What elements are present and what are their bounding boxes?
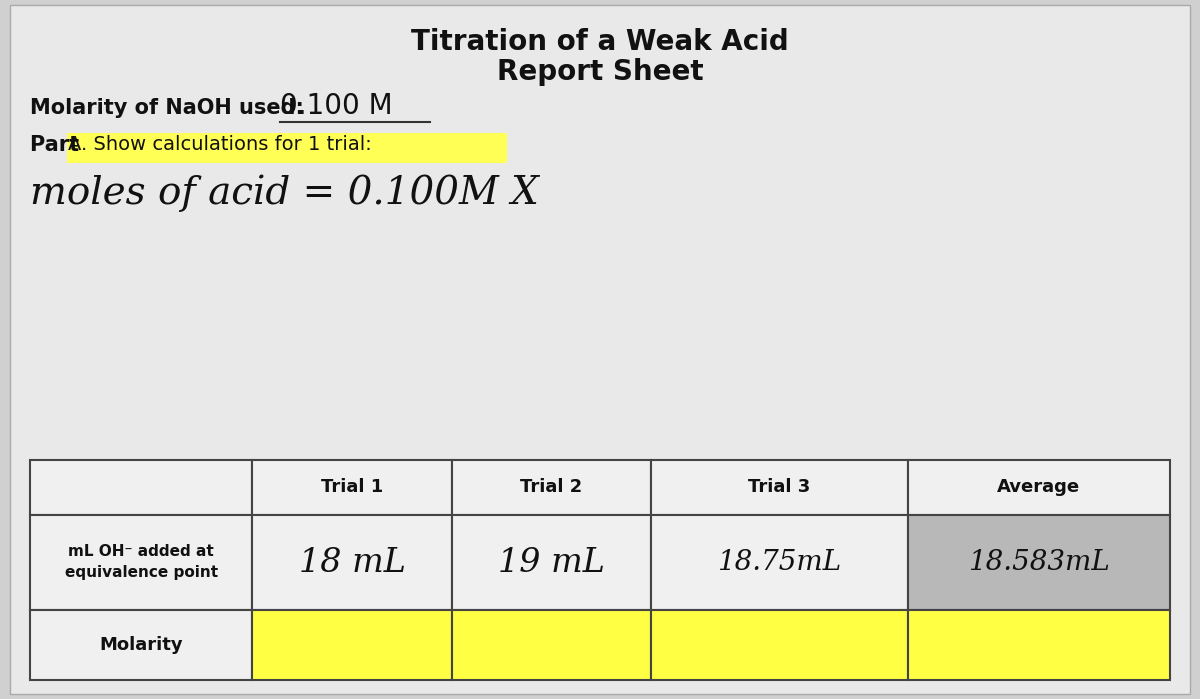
FancyBboxPatch shape [652,460,908,515]
Text: Titration of a Weak Acid: Titration of a Weak Acid [412,28,788,56]
FancyBboxPatch shape [652,610,908,680]
FancyBboxPatch shape [652,515,908,610]
Text: Report Sheet: Report Sheet [497,58,703,86]
Text: Trial 2: Trial 2 [521,479,583,496]
FancyBboxPatch shape [30,515,252,610]
FancyBboxPatch shape [252,460,452,515]
FancyBboxPatch shape [293,626,412,664]
FancyBboxPatch shape [908,515,1170,610]
FancyBboxPatch shape [252,515,452,610]
FancyBboxPatch shape [492,626,612,664]
FancyBboxPatch shape [908,610,1170,680]
Text: Molarity of NaOH used:: Molarity of NaOH used: [30,98,304,118]
FancyBboxPatch shape [67,133,508,163]
Text: A. Show calculations for 1 trial:: A. Show calculations for 1 trial: [68,135,372,154]
FancyBboxPatch shape [908,460,1170,515]
FancyBboxPatch shape [30,460,252,515]
Text: 19 mL: 19 mL [498,547,605,579]
Text: Molarity: Molarity [100,636,182,654]
Text: moles of acid = 0.100M X: moles of acid = 0.100M X [30,175,539,212]
FancyBboxPatch shape [702,626,857,664]
FancyBboxPatch shape [452,610,652,680]
Text: 18.583mL: 18.583mL [968,549,1110,576]
FancyBboxPatch shape [10,5,1190,694]
FancyBboxPatch shape [252,610,452,680]
Text: 18 mL: 18 mL [299,547,406,579]
FancyBboxPatch shape [30,610,252,680]
FancyBboxPatch shape [452,515,652,610]
Text: mL OH⁻ added at
equivalence point: mL OH⁻ added at equivalence point [65,545,217,580]
Text: 18.75mL: 18.75mL [718,549,841,576]
FancyBboxPatch shape [960,626,1117,664]
Text: Trial 1: Trial 1 [320,479,383,496]
Text: Trial 3: Trial 3 [749,479,811,496]
FancyBboxPatch shape [452,460,652,515]
Text: 0.100 M: 0.100 M [280,92,392,120]
Text: Part: Part [30,135,86,155]
Text: Average: Average [997,479,1080,496]
